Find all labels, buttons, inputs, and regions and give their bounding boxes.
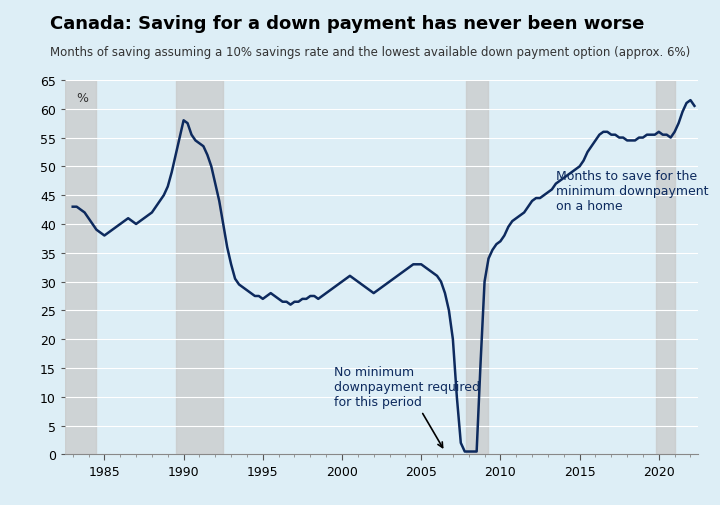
Bar [65,81,96,454]
Text: Canada: Saving for a down payment has never been worse: Canada: Saving for a down payment has ne… [50,15,645,33]
Bar [176,81,223,454]
Bar [656,81,675,454]
Bar [466,81,487,454]
Text: No minimum
downpayment required
for this period: No minimum downpayment required for this… [334,366,480,447]
Text: %: % [76,92,88,105]
Text: Months to save for the
minimum downpayment
on a home: Months to save for the minimum downpayme… [556,170,708,213]
Text: Months of saving assuming a 10% savings rate and the lowest available down payme: Months of saving assuming a 10% savings … [50,45,690,59]
